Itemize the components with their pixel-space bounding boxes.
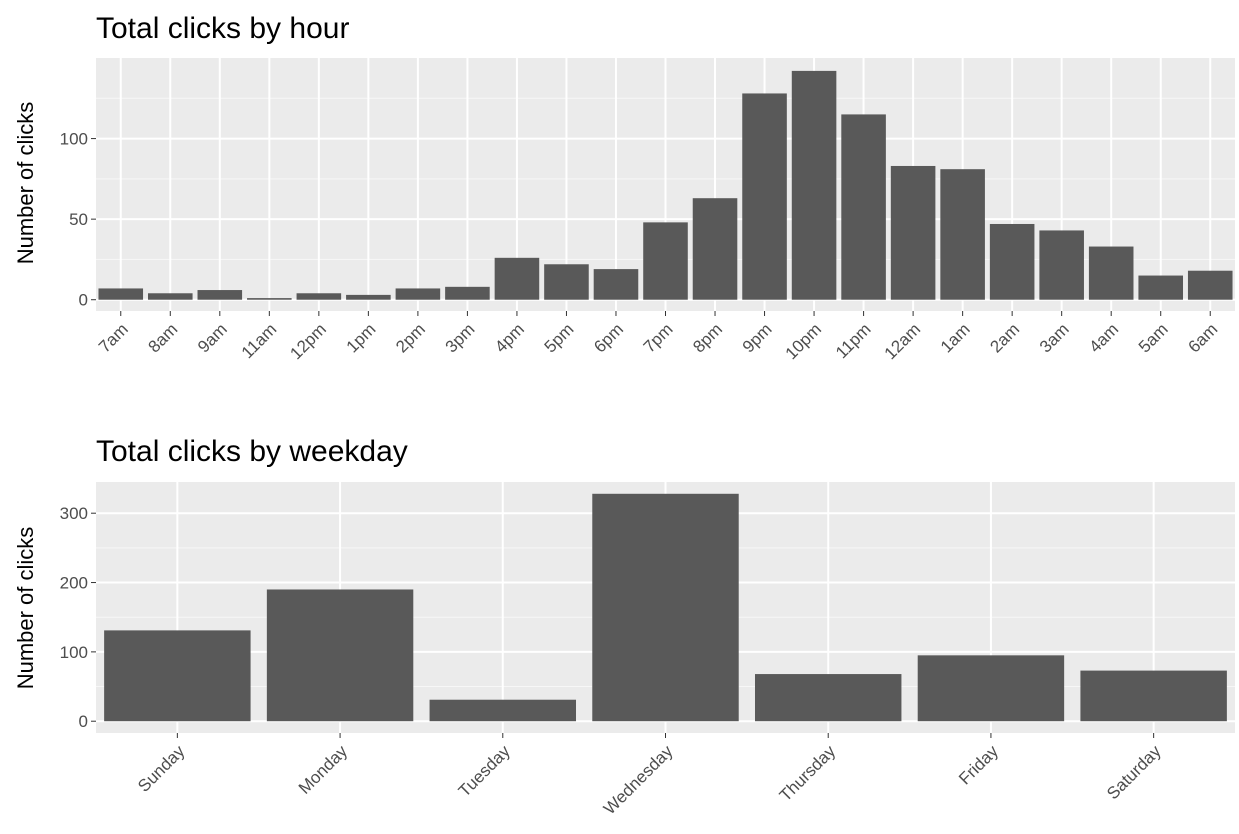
x-tick-label: 6am — [1184, 320, 1221, 357]
y-tick-label: 0 — [79, 712, 88, 731]
bar-6am — [1187, 270, 1233, 300]
x-tick-label: Tuesday — [455, 741, 514, 800]
x-tick-label: 4am — [1085, 320, 1122, 357]
x-tick-label: 5am — [1135, 320, 1172, 357]
bar-6pm — [593, 269, 639, 300]
x-tick-label: 2pm — [392, 320, 429, 357]
bar-11pm — [841, 114, 886, 300]
x-tick-label: 9am — [194, 320, 231, 357]
x-tick-label: 11am — [238, 320, 281, 363]
x-tick-label: 10pm — [782, 320, 826, 364]
x-tick-label: 12am — [881, 320, 925, 364]
chart-title: Total clicks by hour — [96, 12, 349, 45]
y-axis-title: Number of clicks — [13, 527, 38, 690]
x-tick-label: 5pm — [541, 320, 578, 357]
x-tick-label: Saturday — [1103, 741, 1165, 803]
bar-4am — [1088, 246, 1134, 300]
bar-12am — [890, 165, 936, 300]
x-tick-label: 7pm — [640, 320, 677, 357]
hourly-clicks-chart: Total clicks by hour Number of clicks 0 5… — [13, 12, 1235, 363]
x-tick-label: Wednesday — [600, 741, 677, 818]
x-tick-label: 1am — [937, 320, 974, 357]
x-tick-label: Friday — [955, 741, 1002, 788]
x-tick-label: Monday — [295, 741, 352, 798]
bar-sunday — [104, 630, 251, 722]
x-tick-label: 3pm — [442, 320, 479, 357]
y-tick-label: 300 — [60, 504, 88, 523]
bar-thursday — [754, 674, 902, 722]
chart-title: Total clicks by weekday — [96, 435, 408, 468]
bar-7am — [98, 288, 144, 300]
bar-5am — [1138, 275, 1184, 300]
x-tick-label: 9pm — [739, 320, 776, 357]
y-tick-label: 100 — [60, 643, 88, 662]
bar-10pm — [791, 70, 837, 300]
bar-1am — [940, 169, 985, 300]
x-tick-label: 3am — [1036, 320, 1073, 357]
y-tick-label: 100 — [60, 130, 88, 149]
x-tick-label: Thursday — [776, 741, 840, 805]
x-tick-label: 7am — [95, 320, 132, 357]
weekday-clicks-chart: Total clicks by weekday Number of clicks… — [13, 435, 1235, 818]
bar-tuesday — [429, 699, 577, 722]
x-tick-label: 11pm — [832, 320, 875, 363]
x-tick-label: 12pm — [286, 320, 330, 364]
bar-8pm — [692, 198, 738, 300]
bar-friday — [917, 655, 1065, 722]
bar-3am — [1039, 230, 1084, 300]
bar-7pm — [643, 222, 688, 300]
bar-2am — [989, 223, 1035, 300]
bar-8am — [147, 293, 193, 300]
x-tick-label: 1pm — [343, 320, 380, 357]
bar-monday — [266, 589, 414, 722]
x-tick-label: Sunday — [134, 741, 189, 796]
y-tick-label: 50 — [69, 210, 88, 229]
bar-1pm — [346, 294, 391, 300]
bar-saturday — [1080, 670, 1227, 722]
y-tick-label: 0 — [79, 291, 88, 310]
bar-9pm — [742, 93, 787, 300]
bar-11am — [247, 298, 292, 300]
x-tick-label: 8pm — [689, 320, 726, 357]
bar-4pm — [494, 257, 540, 300]
x-tick-label: 6pm — [590, 320, 627, 357]
bar-2pm — [395, 288, 441, 300]
bar-3pm — [445, 286, 490, 300]
bar-wednesday — [592, 493, 739, 722]
x-tick-label: 2am — [986, 320, 1023, 357]
bar-9am — [197, 290, 243, 300]
y-tick-label: 200 — [60, 574, 88, 593]
bar-12pm — [296, 293, 342, 300]
bar-5pm — [544, 264, 589, 300]
x-tick-label: 8am — [145, 320, 182, 357]
y-axis-title: Number of clicks — [13, 102, 38, 265]
x-tick-label: 4pm — [491, 320, 528, 357]
